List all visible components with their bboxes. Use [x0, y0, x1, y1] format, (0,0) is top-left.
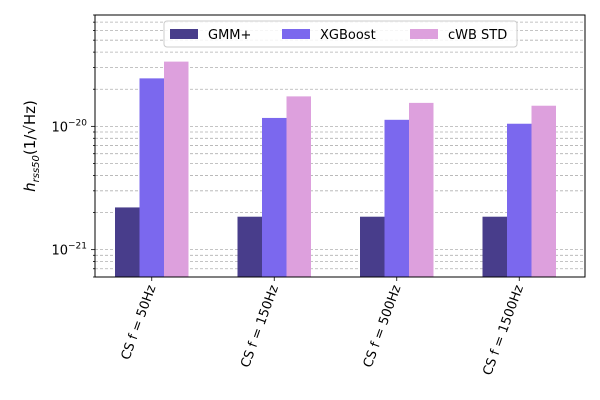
legend-swatch — [170, 29, 198, 39]
bar-gmm-1 — [115, 207, 140, 277]
legend-box — [163, 20, 518, 48]
x-axis: CS f = 50Hz CS f = 150Hz CS f = 500Hz CS f … — [119, 277, 527, 378]
y-axis-label: hrss50(1/√Hz) — [21, 100, 42, 192]
bar-cwb-std-2 — [286, 96, 311, 277]
x-tick-label: CS f = 1500Hz — [480, 283, 527, 377]
x-tick-label: CS f = 500Hz — [361, 283, 405, 370]
axes-frame — [94, 14, 586, 278]
bar-gmm-2 — [237, 216, 262, 277]
bar-xgboost-2 — [262, 117, 287, 277]
bar-cwb-std-1 — [164, 61, 189, 277]
legend-label: cWB STD — [448, 28, 507, 43]
bar-cwb-std-4 — [531, 105, 556, 277]
bar-cwb-std-3 — [409, 102, 434, 277]
y-tick-label: 10−21 — [51, 242, 87, 259]
bar-xgboost-4 — [507, 123, 532, 278]
bar-gmm-3 — [360, 216, 385, 277]
bar-xgboost-1 — [139, 78, 164, 277]
x-tick-label: CS f = 150Hz — [238, 283, 282, 370]
bar-xgboost-3 — [384, 119, 409, 277]
legend-swatch — [410, 29, 438, 39]
y-axis: 10−21 10−20 — [51, 14, 95, 278]
bars — [115, 61, 556, 278]
legend-label: GMM+ — [208, 28, 251, 43]
legend: GMM+ XGBoost cWB STD — [163, 20, 518, 48]
bar-gmm-4 — [482, 216, 507, 277]
x-tick-label: CS f = 50Hz — [119, 283, 160, 362]
legend-swatch — [282, 29, 310, 39]
y-tick-label: 10−20 — [51, 118, 87, 135]
legend-label: XGBoost — [320, 28, 376, 43]
